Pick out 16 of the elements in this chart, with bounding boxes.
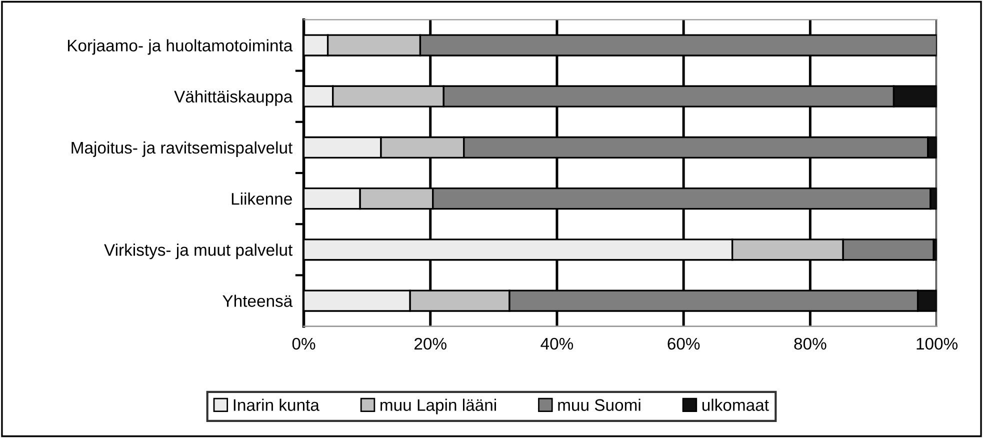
x-tick-label: 80% (794, 338, 826, 350)
y-tick-label: Liikenne (232, 192, 292, 205)
x-tick-label: 20% (414, 338, 446, 350)
y-tick-label: Yhteensä (222, 294, 293, 307)
y-tick-label: Korjaamo- ja huoltamotoiminta (68, 39, 293, 55)
y-tick-label: Vähittäiskauppa (174, 90, 293, 106)
x-tick-label: 0% (292, 338, 316, 350)
legend-label: ulkomaat (702, 398, 769, 411)
legend-label: Inarin kunta (234, 398, 320, 411)
x-tick-label: 40% (540, 338, 574, 350)
x-tick-label: 100% (916, 338, 958, 350)
legend-label: muu Suomi (558, 398, 640, 411)
y-tick-label: Majoitus- ja ravitsemispalvelut (72, 141, 293, 157)
legend-label: muu Lapin lääni (380, 398, 496, 414)
y-tick-label: Virkistys- ja muut palvelut (104, 244, 293, 260)
x-tick-label: 60% (668, 338, 700, 350)
